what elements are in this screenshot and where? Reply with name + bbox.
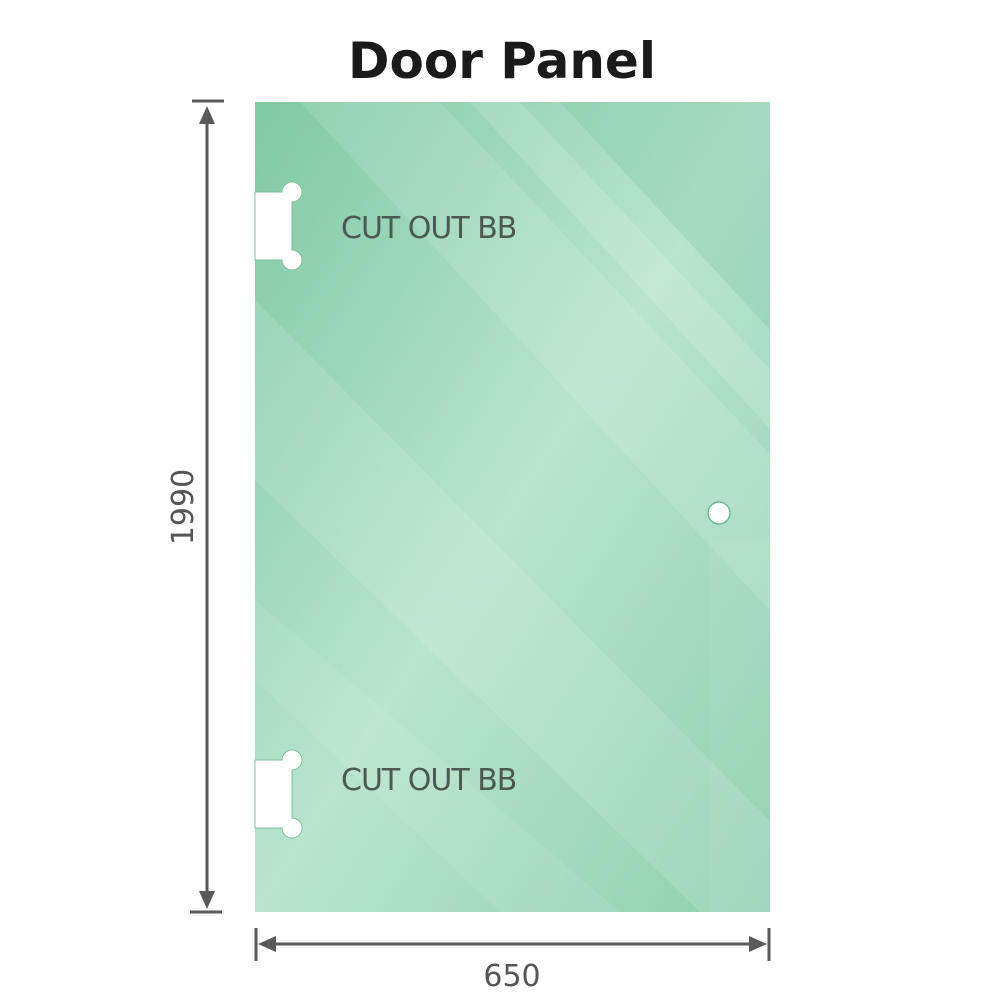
diagram-title: Door Panel <box>348 32 656 90</box>
cutout-top-label: CUT OUT BB <box>341 211 516 246</box>
width-dimension-line <box>254 928 771 961</box>
glass-panel <box>254 102 770 912</box>
glass-reflections <box>255 102 770 912</box>
width-dimension-label: 650 <box>483 959 540 994</box>
height-dimension-line <box>190 99 224 914</box>
cutout-top <box>254 181 303 271</box>
cutout-bottom-label: CUT OUT BB <box>341 763 516 798</box>
cutout-bottom <box>254 749 303 839</box>
height-dimension-label: 1990 <box>166 469 201 545</box>
handle-hole <box>707 501 731 525</box>
